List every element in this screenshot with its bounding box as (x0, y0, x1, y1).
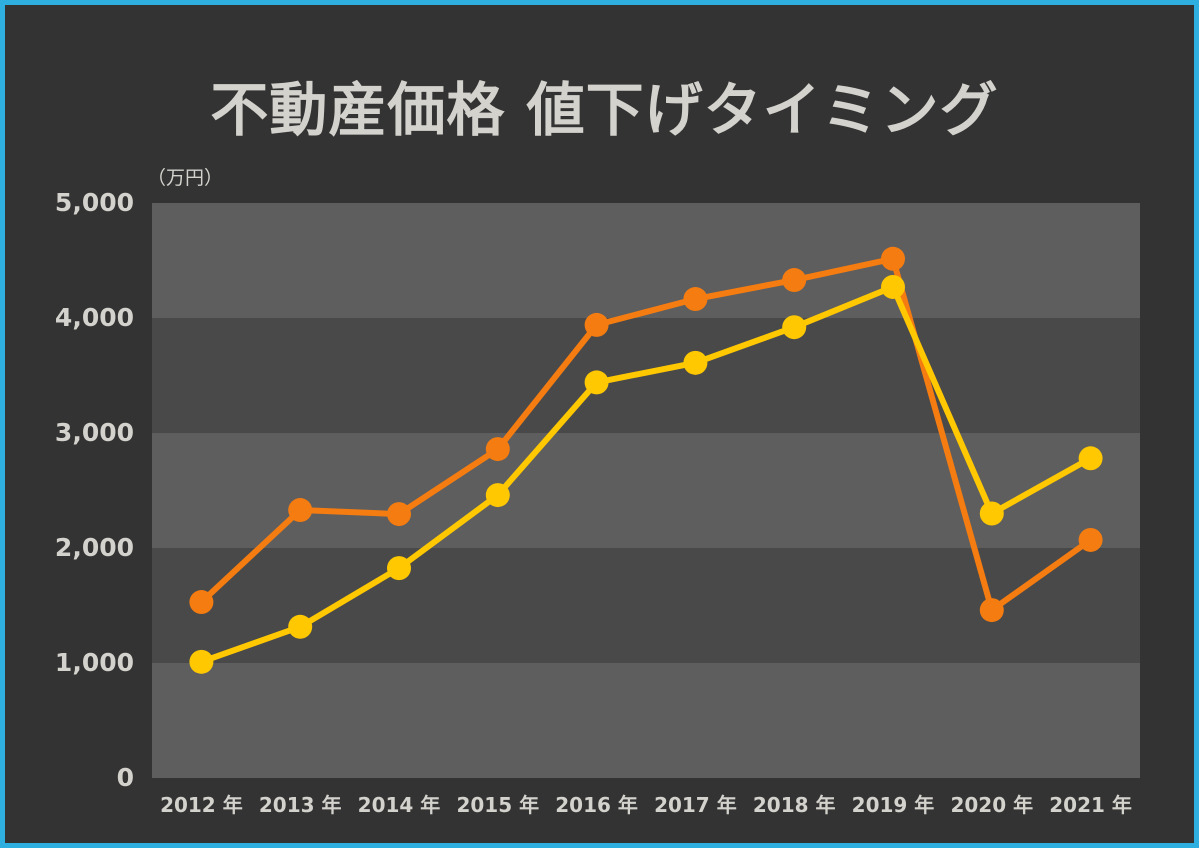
x-axis-tick-labels: 2012 年 2013 年 2014 年 2015 年 2016 年 2017 年 2018… (5, 793, 1194, 825)
series-line (198, 283, 1094, 665)
x-axis-tick-label: 2020 年 (950, 793, 1034, 817)
series-line (198, 255, 1094, 614)
series-orange-series (189, 246, 1103, 623)
data-point-marker (584, 370, 609, 395)
data-point-marker (881, 274, 905, 299)
y-axis-tick-label: 4,000 (54, 303, 134, 332)
data-point-marker (782, 315, 807, 340)
data-point-marker (485, 437, 510, 462)
data-point-marker (387, 502, 411, 527)
data-point-marker (288, 498, 313, 523)
data-point-marker (288, 614, 313, 639)
data-point-marker (683, 350, 708, 375)
data-point-marker (387, 556, 411, 581)
x-axis-tick-label: 2014 年 (357, 793, 441, 817)
data-point-marker (189, 649, 214, 674)
data-point-marker (1078, 527, 1103, 552)
data-point-marker (189, 590, 214, 615)
x-axis-tick-label: 2016 年 (555, 793, 638, 817)
y-axis-tick-label: 0 (116, 763, 134, 792)
plot-band (152, 663, 1140, 778)
x-axis-tick-label: 2017 年 (654, 793, 737, 817)
data-point-marker (683, 287, 708, 312)
data-point-marker (979, 501, 1004, 526)
x-axis-tick-label: 2013 年 (258, 793, 342, 817)
plot-band (152, 433, 1140, 548)
y-axis-tick-labels: 0 1,000 2,000 3,000 4,000 5,000 (5, 5, 134, 843)
plot-band (152, 548, 1140, 663)
data-point-marker (1078, 446, 1103, 471)
x-axis-tick-label: 2018 年 (752, 793, 836, 817)
series-yellow-series (189, 274, 1103, 674)
y-axis-tick-label: 1,000 (54, 648, 134, 677)
data-point-marker (584, 312, 609, 337)
data-point-marker (782, 268, 807, 293)
data-point-marker (485, 483, 510, 508)
series-lines-layer (189, 246, 1103, 674)
y-axis-tick-label: 3,000 (54, 418, 134, 447)
data-point-marker (881, 246, 905, 271)
y-axis-unit-label: （万円） (147, 167, 224, 189)
page-title: 不動産価格 値下げタイミング (210, 76, 999, 144)
x-axis-tick-label: 2019 年 (851, 793, 935, 817)
x-axis-tick-label: 2015 年 (456, 793, 540, 817)
x-axis-tick-label: 2012 年 (160, 793, 243, 817)
y-axis-tick-label: 5,000 (54, 188, 134, 217)
y-axis-tick-label: 2,000 (54, 533, 134, 562)
plot-band (152, 203, 1140, 318)
data-point-marker (979, 598, 1004, 623)
x-axis-tick-label: 2021 年 (1049, 793, 1132, 817)
plot-area (152, 203, 1140, 778)
